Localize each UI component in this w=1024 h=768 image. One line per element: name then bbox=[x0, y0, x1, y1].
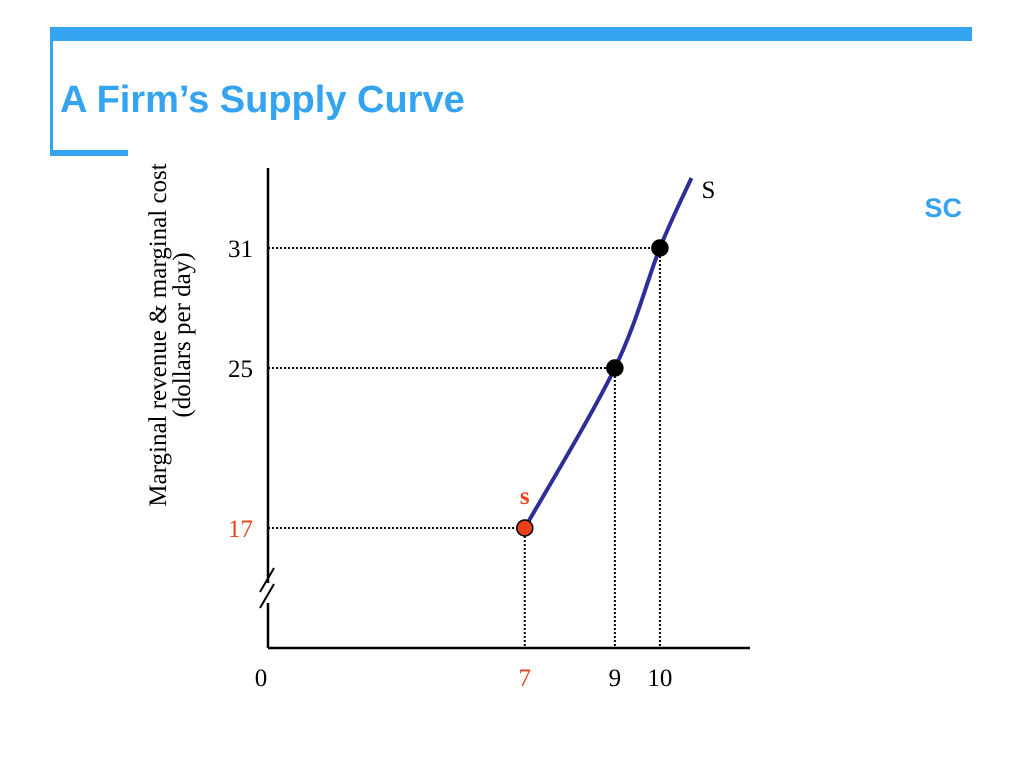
y-tick-label: 25 bbox=[228, 356, 253, 383]
y-tick-label: 17 bbox=[228, 516, 253, 543]
axis-break bbox=[259, 583, 275, 609]
point bbox=[651, 239, 669, 257]
supply-curve bbox=[523, 177, 694, 529]
point bbox=[606, 359, 624, 377]
curve-label: S bbox=[701, 177, 715, 204]
y-axis-label: Marginal revenue & marginal cost(dollars… bbox=[145, 163, 196, 506]
origin-label: 0 bbox=[255, 665, 268, 692]
y-axis-label-line: Marginal revenue & marginal cost bbox=[145, 163, 172, 506]
corner-label: SC bbox=[924, 193, 962, 223]
x-tick-label: 10 bbox=[647, 665, 672, 692]
x-tick-label: 7 bbox=[519, 665, 532, 692]
slide-title: A Firm’s Supply Curve bbox=[60, 79, 465, 121]
plot: 0 Marginal revenue & marginal cost(dollar… bbox=[145, 163, 750, 692]
point bbox=[516, 519, 534, 537]
top-bar bbox=[50, 27, 972, 41]
bottom-bar bbox=[50, 150, 128, 156]
y-tick-label: 31 bbox=[228, 236, 253, 263]
y-axis-label-line: (dollars per day) bbox=[169, 252, 196, 417]
point-label: s bbox=[520, 483, 530, 510]
x-tick-label: 9 bbox=[609, 665, 622, 692]
axis-break bbox=[259, 567, 275, 593]
side-bar bbox=[50, 27, 53, 156]
